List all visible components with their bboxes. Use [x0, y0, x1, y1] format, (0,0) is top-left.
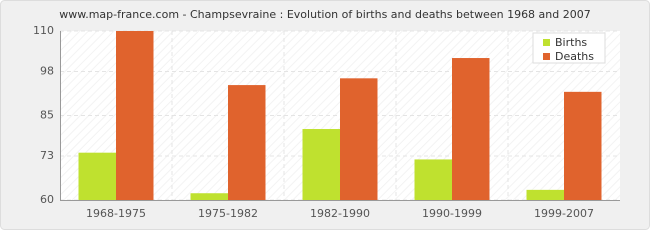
bar [414, 159, 452, 200]
x-tick-label: 1968-1975 [86, 207, 146, 220]
y-tick-label: 85 [40, 109, 54, 122]
y-tick-label: 98 [40, 65, 54, 78]
bar [564, 91, 602, 200]
x-tick-label: 1999-2007 [534, 207, 594, 220]
chart: www.map-france.com - Champsevraine : Evo… [0, 0, 650, 230]
bar [116, 31, 154, 200]
legend-swatch [543, 39, 550, 46]
y-tick-label: 60 [40, 193, 54, 206]
bar [526, 189, 564, 200]
bar [190, 193, 228, 200]
x-tick-label: 1982-1990 [310, 207, 370, 220]
bar [78, 152, 116, 200]
legend-label: Births [555, 36, 587, 49]
x-tick-label: 1990-1999 [422, 207, 482, 220]
bar [302, 129, 340, 200]
bar [452, 58, 490, 200]
bar [340, 78, 378, 200]
legend-label: Deaths [555, 50, 594, 63]
chart-title: www.map-france.com - Champsevraine : Evo… [59, 8, 591, 21]
x-tick-label: 1975-1982 [198, 207, 258, 220]
legend-box [532, 32, 606, 64]
legend-swatch [543, 53, 550, 60]
y-tick-label: 73 [40, 149, 54, 162]
bar [228, 85, 266, 200]
y-tick-label: 110 [33, 24, 54, 37]
